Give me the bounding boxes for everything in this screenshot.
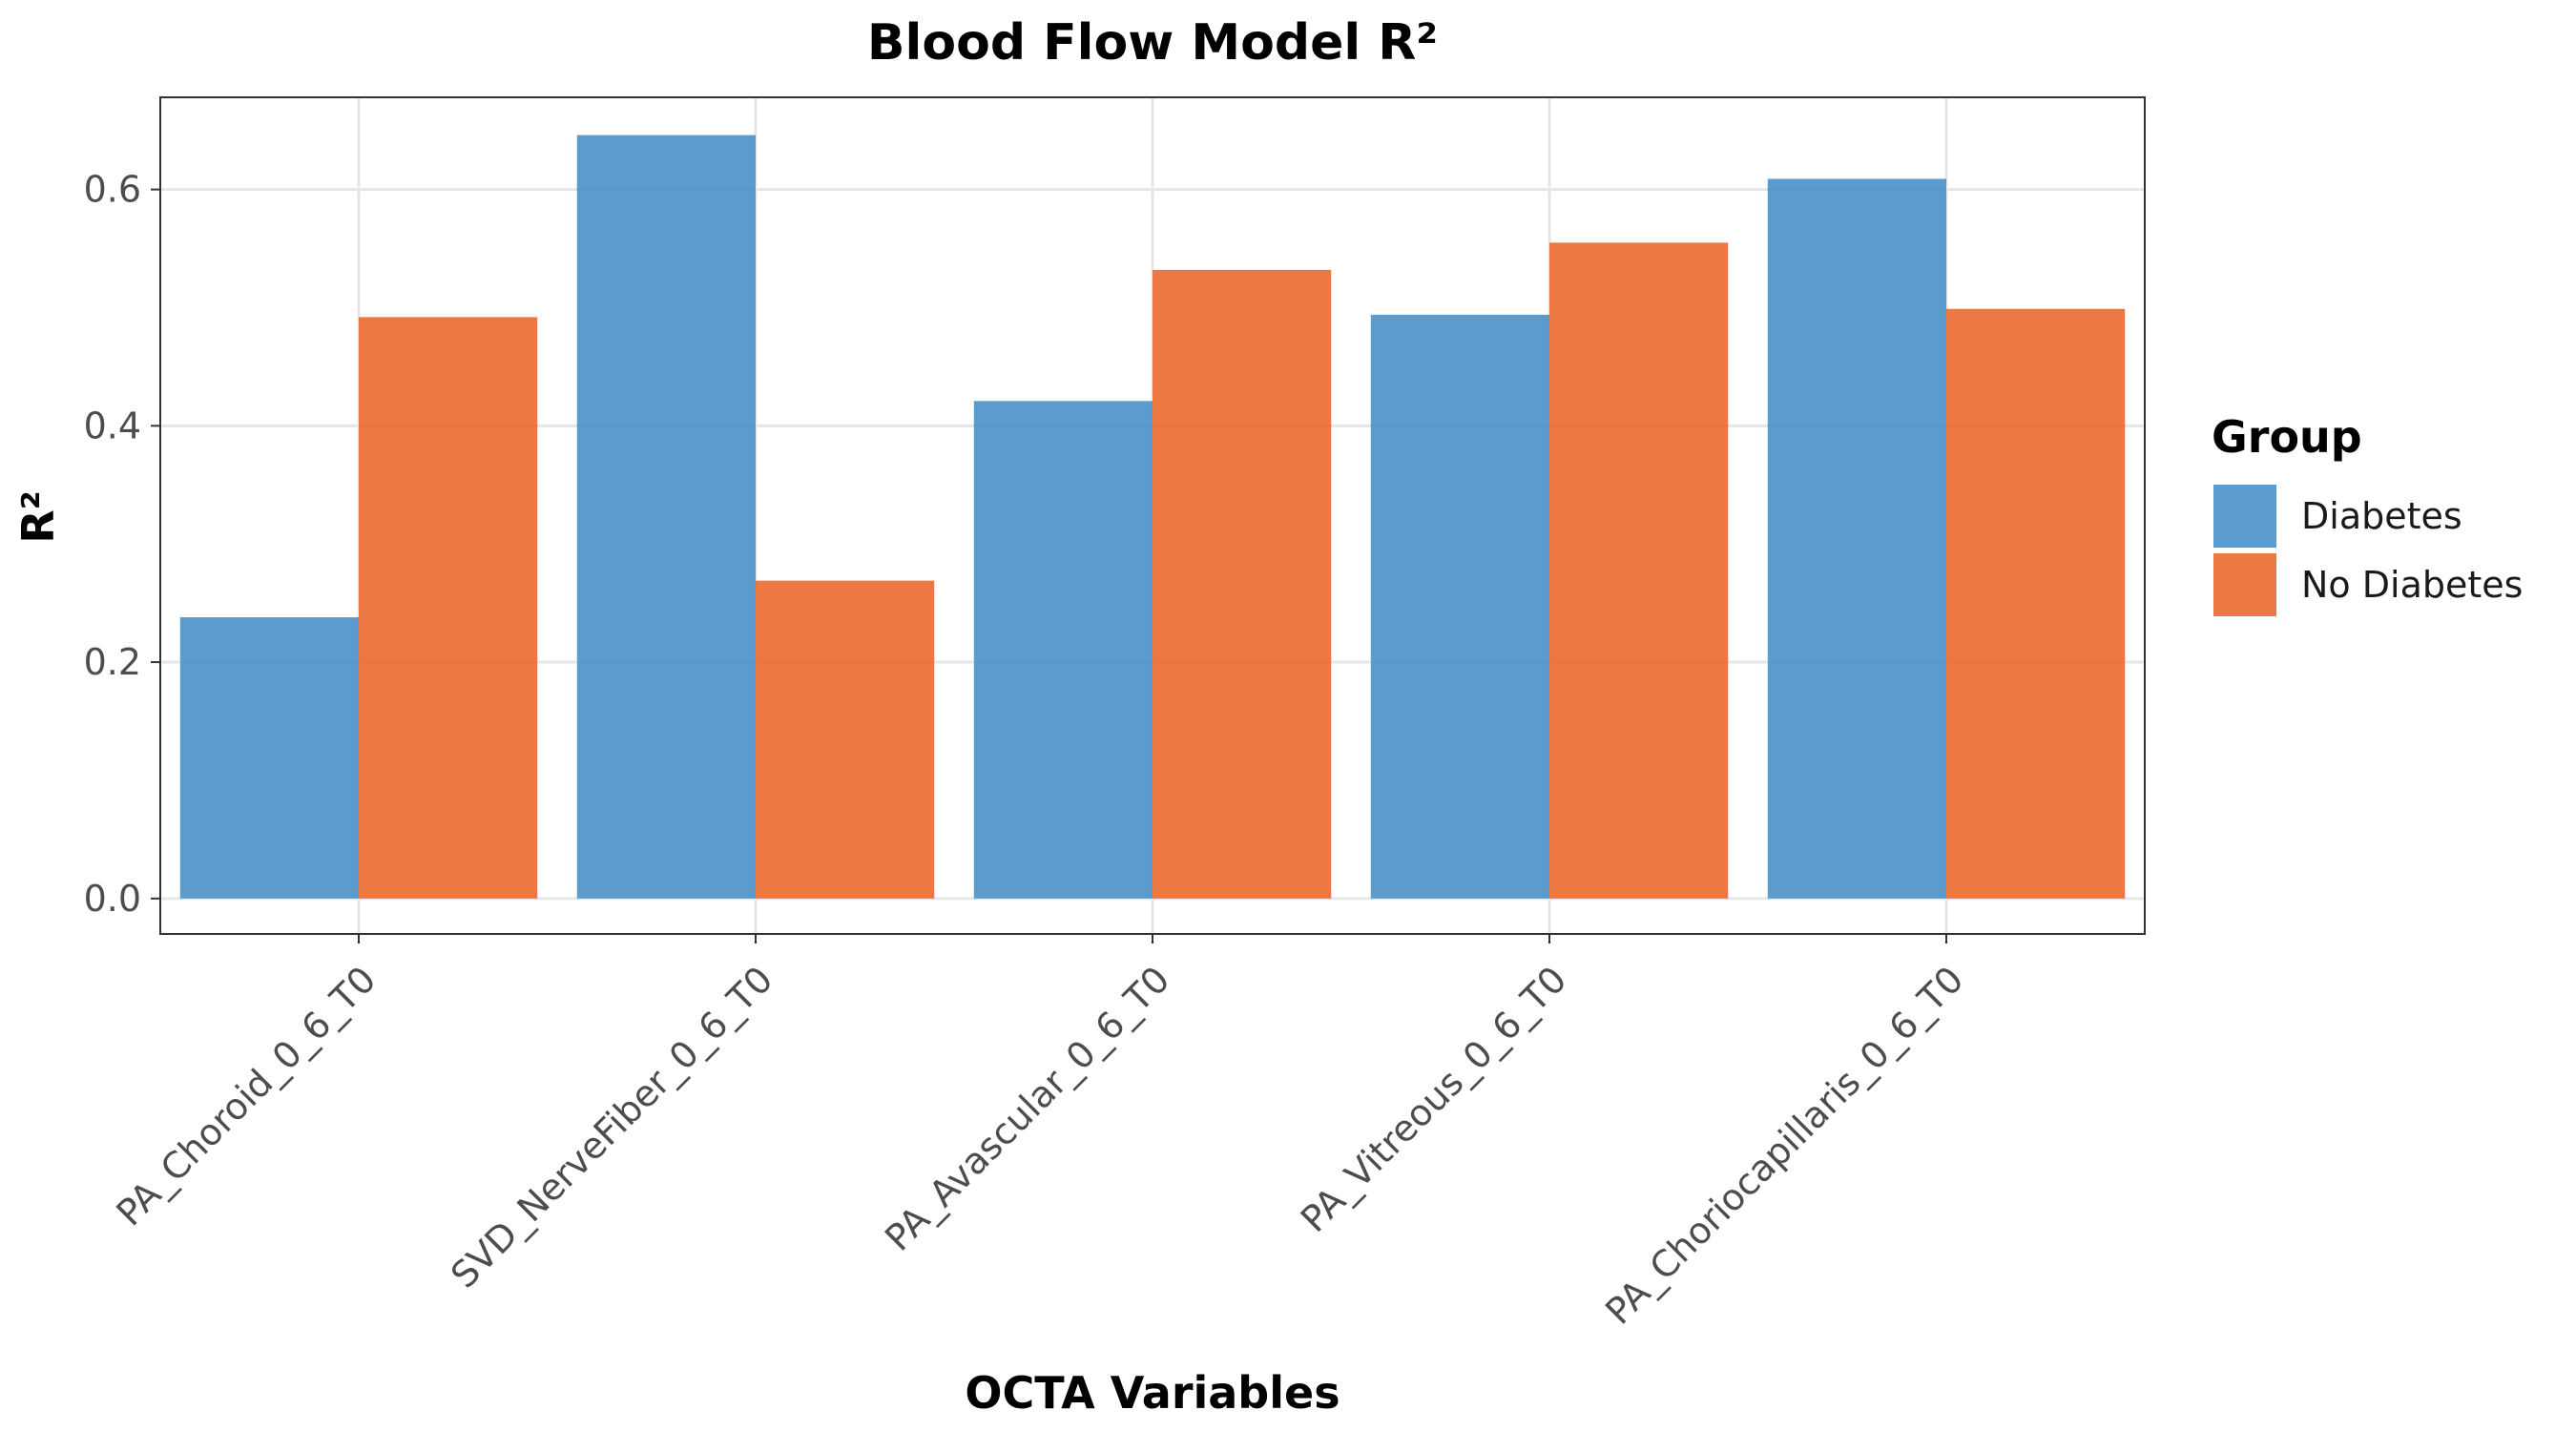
bar (1153, 269, 1332, 899)
chart-title: Blood Flow Model R² (867, 14, 1438, 72)
y-tick-label: 0.4 (84, 404, 141, 446)
bar (756, 580, 935, 899)
bar (179, 617, 359, 899)
y-axis-ticks: 0.0 0.2 0.4 0.6 (84, 169, 160, 920)
bar (1549, 242, 1729, 899)
legend-items: Diabetes No Diabetes (2213, 485, 2523, 616)
y-tick-label: 0.0 (84, 878, 141, 920)
legend-key (2213, 553, 2276, 616)
bar (1767, 178, 1946, 899)
legend-label: No Diabetes (2301, 564, 2523, 606)
legend-title: Group (2212, 411, 2362, 463)
legend: Group Diabetes No Diabetes (2212, 411, 2523, 616)
legend-label: Diabetes (2301, 495, 2462, 537)
x-axis-title: OCTA Variables (965, 1367, 1340, 1419)
y-tick-label: 0.2 (84, 641, 141, 683)
bar (1370, 314, 1549, 899)
y-tick-label: 0.6 (84, 169, 141, 211)
bars (179, 135, 2126, 899)
bar (973, 401, 1153, 899)
legend-key (2213, 485, 2276, 548)
bar (576, 135, 756, 899)
y-axis-title: R² (12, 490, 64, 544)
bar (359, 317, 538, 899)
bar (1946, 308, 2126, 899)
